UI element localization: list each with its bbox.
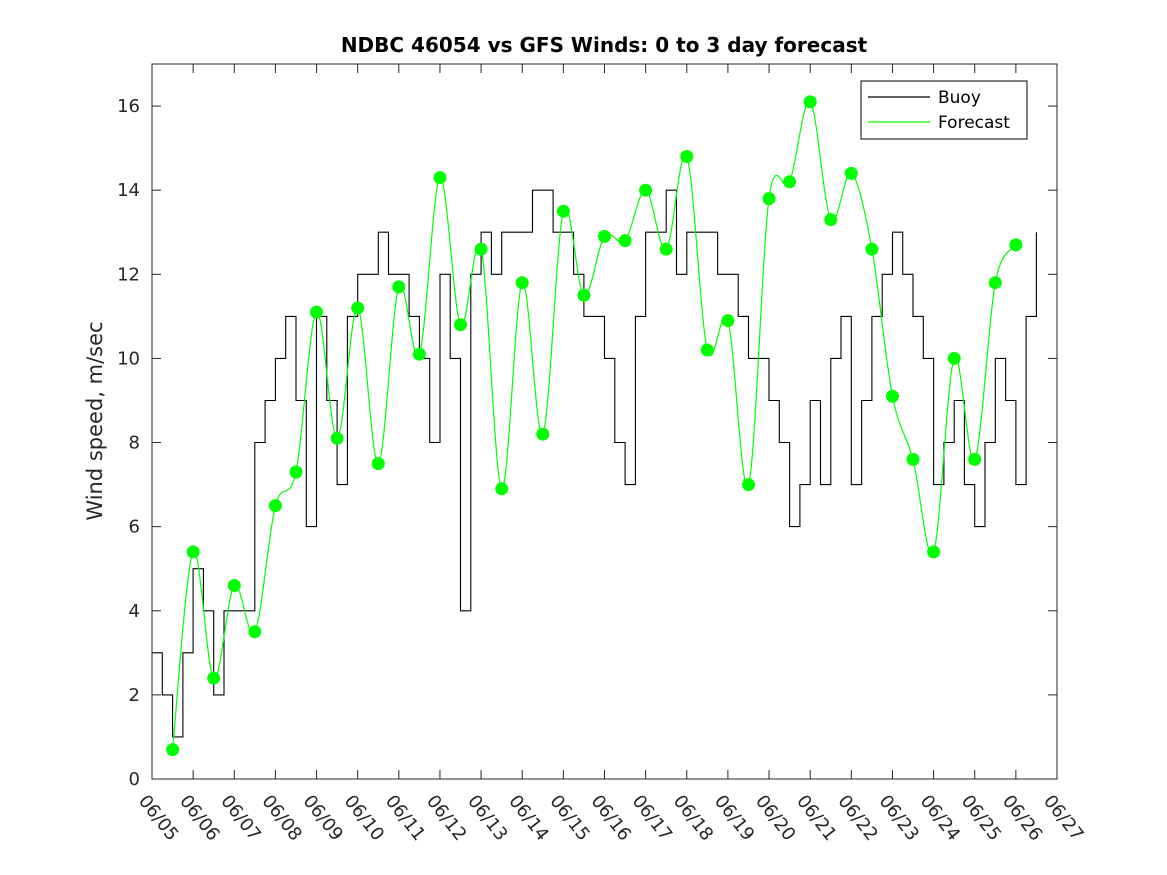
forecast-point	[392, 280, 406, 294]
forecast-point	[227, 579, 241, 592]
plot-area	[151, 63, 1058, 780]
y-tick-label: 0	[129, 769, 140, 790]
forecast-point	[783, 175, 797, 189]
chart-title: NDBC 46054 vs GFS Winds: 0 to 3 day fore…	[341, 33, 868, 57]
forecast-point	[433, 171, 447, 185]
legend-buoy-label: Buoy	[938, 88, 981, 108]
forecast-point	[268, 499, 282, 513]
y-axis-label: Wind speed, m/sec	[83, 321, 107, 520]
forecast-point	[556, 204, 570, 218]
forecast-point	[844, 166, 858, 180]
y-tick-label: 4	[129, 601, 140, 622]
plot-background	[152, 64, 1057, 779]
forecast-point	[536, 427, 550, 441]
y-tick-label: 14	[117, 180, 140, 201]
forecast-point	[515, 276, 529, 290]
forecast-point	[207, 671, 221, 685]
forecast-point	[927, 545, 941, 559]
legend: Buoy Forecast	[860, 80, 1028, 140]
forecast-point	[351, 301, 365, 315]
forecast-point	[248, 625, 262, 639]
forecast-point	[454, 318, 467, 332]
forecast-point	[495, 482, 509, 496]
forecast-point	[166, 743, 180, 757]
forecast-point	[803, 95, 817, 109]
forecast-point	[680, 150, 694, 163]
forecast-point	[289, 465, 303, 479]
forecast-point	[310, 305, 323, 319]
y-tick-label: 16	[117, 96, 140, 117]
forecast-point	[947, 351, 961, 365]
forecast-point	[865, 242, 879, 256]
forecast-point	[474, 242, 488, 256]
forecast-point	[906, 452, 920, 466]
y-tick-label: 6	[129, 517, 140, 538]
forecast-point	[886, 389, 899, 403]
legend-box	[860, 80, 1028, 140]
forecast-point	[659, 242, 673, 256]
forecast-point	[639, 183, 653, 197]
forecast-point	[330, 431, 344, 445]
legend-forecast-label: Forecast	[938, 113, 1010, 133]
forecast-point	[186, 545, 200, 559]
forecast-point	[721, 314, 735, 328]
y-tick-label: 2	[129, 685, 140, 706]
forecast-point	[742, 478, 755, 492]
series-line-buoy	[152, 189, 1037, 738]
y-tick-label: 8	[129, 433, 140, 454]
forecast-point	[762, 192, 776, 206]
forecast-point	[618, 234, 632, 248]
forecast-point	[412, 347, 426, 361]
y-tick-label: 10	[117, 348, 140, 369]
y-axis-ticks: 0 2 4 6 8 10 12 14 16	[117, 96, 1057, 790]
forecast-point	[988, 276, 1002, 290]
forecast-point	[1009, 238, 1023, 252]
forecast-point	[371, 457, 385, 471]
forecast-point	[700, 343, 714, 357]
forecast-point	[577, 288, 591, 302]
forecast-point	[598, 229, 611, 243]
forecast-point	[824, 213, 838, 227]
forecast-point	[968, 452, 982, 466]
y-tick-label: 12	[117, 264, 140, 285]
